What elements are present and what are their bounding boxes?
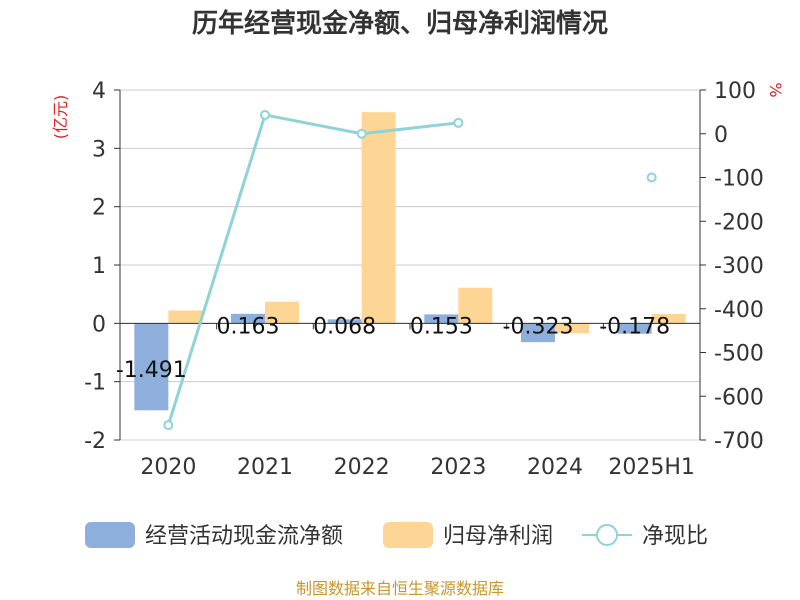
y-left-tick-label: 1 [92, 254, 106, 279]
profit-bar [458, 287, 493, 324]
y-left-tick-label: 3 [92, 137, 106, 162]
legend-item-profit[interactable]: 归母净利润 [383, 522, 553, 549]
legend-label-ratio: 净现比 [642, 524, 708, 549]
y-right-ticks: -700 -600 -500 -400 -300 -200 -100 0 100 [700, 79, 764, 454]
cashflow-bar [231, 313, 265, 324]
cashflow-data-label: -0.323 [503, 314, 574, 339]
source-note: 制图数据来自恒生聚源数据库 [296, 579, 504, 598]
y-right-tick-label: 0 [714, 123, 728, 148]
y-left-tick-label: -1 [84, 371, 106, 396]
legend-swatch-cashflow [85, 522, 135, 548]
cashflow-bar [134, 323, 169, 411]
cashflow-data-label: 0.163 [217, 314, 280, 339]
x-tick-label: 2024 [527, 455, 583, 480]
y-right-tick-label: -700 [714, 429, 764, 454]
y-left-tick-label: -2 [84, 429, 106, 454]
legend-item-cashflow[interactable]: 经营活动现金流净额 [85, 522, 343, 549]
y-right-tick-label: -400 [714, 298, 764, 323]
profit-bar [265, 301, 299, 324]
cashflow-data-label: 0.068 [313, 314, 376, 339]
y-left-tick-label: 4 [92, 79, 106, 104]
profit-bar [555, 323, 589, 334]
cashflow-data-label: -1.491 [116, 358, 187, 383]
legend-swatch-profit [383, 522, 433, 548]
y-left-ticks: -2 -1 0 1 2 3 4 [84, 79, 120, 454]
legend-item-ratio[interactable]: 净现比 [582, 524, 708, 549]
cashflow-data-label: 0.153 [410, 314, 473, 339]
profit-bar [651, 314, 686, 324]
x-ticks: 2020 2021 2022 2023 2024 2025H1 [119, 323, 695, 480]
y-right-tick-label: -200 [714, 210, 764, 235]
ratio-line [163, 109, 657, 431]
data-labels: -1.491 0.163 0.068 0.153 -0.323 -0.178 [116, 314, 670, 382]
x-tick-label: 2023 [430, 455, 486, 480]
legend-label-profit: 归母净利润 [443, 524, 553, 549]
x-tick-label: 2025H1 [608, 455, 695, 480]
y-left-axis-label: (亿元) [51, 95, 70, 140]
ratio-point [163, 420, 174, 431]
ratio-point [646, 172, 657, 183]
y-right-tick-label: 100 [714, 79, 756, 104]
y-right-tick-label: -100 [714, 167, 764, 192]
legend-label-cashflow: 经营活动现金流净额 [145, 524, 343, 549]
ratio-point [260, 109, 270, 120]
cashflow-bar [424, 314, 459, 324]
chart-title: 历年经营现金净额、归母净利润情况 [192, 8, 608, 39]
legend: 经营活动现金流净额 归母净利润 净现比 [85, 522, 708, 549]
y-right-axis-label: % [766, 82, 785, 97]
ratio-line-segment [166, 113, 459, 426]
legend-swatch-ratio-marker [596, 524, 618, 546]
cashflow-bar [327, 319, 362, 324]
y-left-tick-label: 2 [92, 196, 106, 221]
x-tick-label: 2020 [140, 455, 196, 480]
profit-bar [361, 112, 396, 324]
y-right-tick-label: -300 [714, 254, 764, 279]
cashflow-data-label: -0.178 [599, 314, 670, 339]
grid-lines [120, 89, 700, 441]
profit-bar [168, 310, 203, 324]
bars [134, 112, 686, 411]
y-right-tick-label: -500 [714, 342, 764, 367]
y-right-tick-label: -600 [714, 385, 764, 410]
x-tick-label: 2021 [237, 455, 293, 480]
cashflow-bar [617, 323, 652, 334]
y-left-tick-label: 0 [92, 312, 106, 337]
cashflow-bar [521, 323, 555, 343]
x-tick-label: 2022 [334, 455, 390, 480]
ratio-point [356, 128, 367, 139]
ratio-point [453, 117, 464, 128]
